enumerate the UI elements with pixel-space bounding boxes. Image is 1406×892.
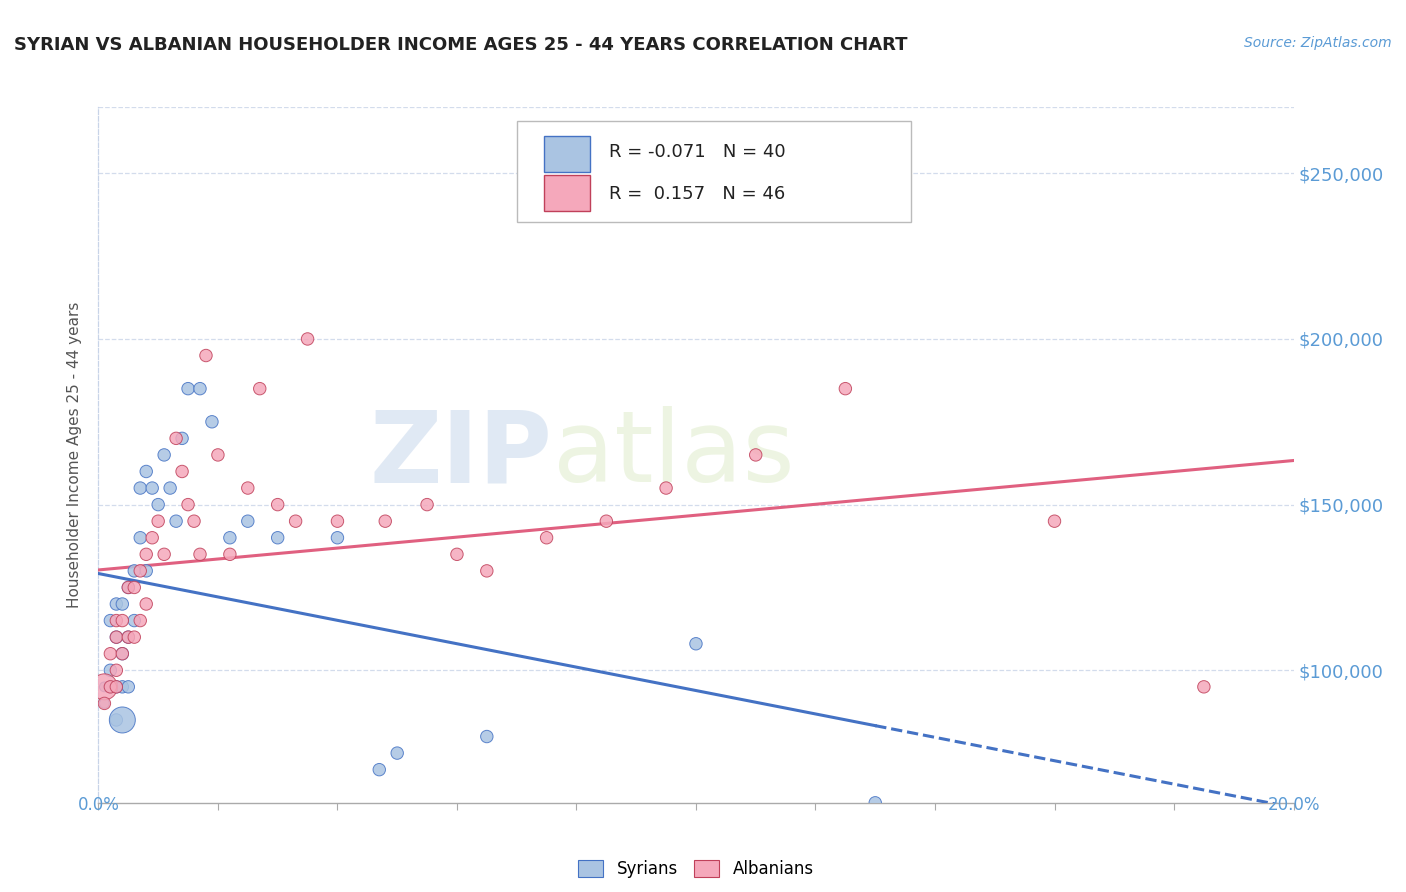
Text: atlas: atlas: [553, 407, 794, 503]
Point: [105, 630, 128, 644]
Point: [153, 448, 176, 462]
Point: [117, 581, 139, 595]
Point: [117, 630, 139, 644]
Legend: Syrians, Albanians: Syrians, Albanians: [571, 854, 821, 885]
Point: [105, 713, 128, 727]
Point: [111, 680, 134, 694]
Point: [655, 481, 678, 495]
Point: [105, 680, 128, 694]
Point: [374, 514, 396, 528]
Point: [148, 498, 170, 512]
Point: [100, 663, 122, 677]
Point: [129, 481, 152, 495]
Y-axis label: Householder Income Ages 25 - 44 years: Householder Income Ages 25 - 44 years: [67, 301, 83, 608]
Text: Source: ZipAtlas.com: Source: ZipAtlas.com: [1244, 36, 1392, 50]
Point: [834, 382, 856, 396]
Text: 20.0%: 20.0%: [1267, 797, 1320, 814]
Point: [93, 697, 115, 711]
Point: [129, 531, 152, 545]
Point: [1192, 680, 1215, 694]
Point: [111, 713, 134, 727]
Point: [284, 514, 307, 528]
Point: [135, 564, 157, 578]
Point: [135, 547, 157, 561]
FancyBboxPatch shape: [517, 121, 911, 222]
Point: [188, 382, 211, 396]
Point: [685, 637, 707, 651]
Point: [177, 498, 200, 512]
Point: [141, 481, 163, 495]
Point: [105, 630, 128, 644]
Point: [129, 614, 152, 628]
Point: [117, 630, 139, 644]
Point: [153, 547, 176, 561]
Point: [93, 697, 115, 711]
Point: [201, 415, 224, 429]
Point: [236, 481, 259, 495]
Point: [207, 448, 229, 462]
Point: [297, 332, 319, 346]
Point: [326, 514, 349, 528]
Text: R =  0.157   N = 46: R = 0.157 N = 46: [609, 185, 785, 203]
Point: [249, 382, 271, 396]
Point: [368, 763, 391, 777]
Point: [536, 531, 558, 545]
Text: ZIP: ZIP: [370, 407, 553, 503]
Point: [111, 597, 134, 611]
Point: [475, 730, 498, 744]
Point: [111, 614, 134, 628]
Point: [111, 647, 134, 661]
Point: [865, 796, 887, 810]
Point: [105, 614, 128, 628]
Point: [1043, 514, 1066, 528]
Point: [124, 564, 146, 578]
Point: [93, 680, 115, 694]
Point: [165, 431, 187, 445]
Point: [105, 663, 128, 677]
Point: [267, 498, 290, 512]
Point: [177, 382, 200, 396]
Text: 0.0%: 0.0%: [77, 797, 120, 814]
Point: [93, 680, 115, 694]
Bar: [544, 136, 589, 172]
Point: [105, 680, 128, 694]
Point: [172, 465, 194, 479]
Point: [267, 531, 290, 545]
Point: [595, 514, 617, 528]
Point: [148, 514, 170, 528]
Point: [100, 647, 122, 661]
Point: [100, 680, 122, 694]
Point: [188, 547, 211, 561]
Point: [124, 630, 146, 644]
Point: [111, 647, 134, 661]
Text: R = -0.071   N = 40: R = -0.071 N = 40: [609, 144, 786, 161]
Point: [124, 581, 146, 595]
Point: [135, 465, 157, 479]
Point: [745, 448, 768, 462]
Point: [124, 614, 146, 628]
Point: [172, 431, 194, 445]
Point: [219, 547, 242, 561]
Point: [326, 531, 349, 545]
Point: [141, 531, 163, 545]
Point: [159, 481, 181, 495]
Point: [219, 531, 242, 545]
Text: SYRIAN VS ALBANIAN HOUSEHOLDER INCOME AGES 25 - 44 YEARS CORRELATION CHART: SYRIAN VS ALBANIAN HOUSEHOLDER INCOME AG…: [14, 36, 907, 54]
Point: [100, 614, 122, 628]
Bar: [544, 175, 589, 211]
Point: [165, 514, 187, 528]
Point: [105, 597, 128, 611]
Point: [416, 498, 439, 512]
Point: [385, 746, 409, 760]
Point: [117, 680, 139, 694]
Point: [117, 581, 139, 595]
Point: [475, 564, 498, 578]
Point: [183, 514, 205, 528]
Point: [129, 564, 152, 578]
Point: [236, 514, 259, 528]
Point: [195, 349, 218, 363]
Point: [135, 597, 157, 611]
Point: [100, 680, 122, 694]
Point: [446, 547, 468, 561]
